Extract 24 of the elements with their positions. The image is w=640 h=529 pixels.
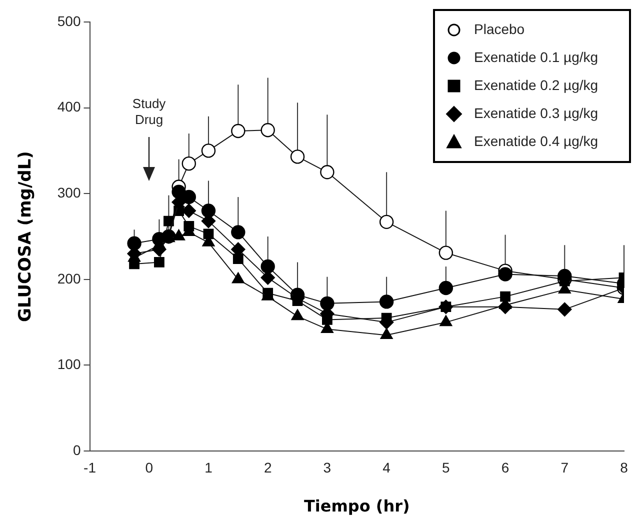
y-tick-label: 400 <box>57 98 81 115</box>
legend-label: Exenatide 0.4 µg/kg <box>474 132 598 149</box>
x-tick-label: 3 <box>323 459 332 476</box>
x-tick-label: 4 <box>382 459 391 476</box>
y-tick-label: 0 <box>72 442 81 458</box>
legend-label: Exenatide 0.2 µg/kg <box>474 76 598 93</box>
x-tick-label: 5 <box>442 459 450 476</box>
x-tick-label: 6 <box>501 459 510 476</box>
legend-label: Exenatide 0.3 µg/kg <box>474 104 598 121</box>
x-tick-label: 8 <box>620 459 628 476</box>
legend-label: Placebo <box>474 20 525 37</box>
x-tick-label: 7 <box>560 459 569 476</box>
annotation: Study Drug <box>132 96 166 128</box>
x-tick-label: 0 <box>145 459 154 476</box>
x-tick-label: -1 <box>84 459 96 476</box>
y-tick-label: 200 <box>57 270 81 286</box>
x-tick-label: 1 <box>204 459 213 476</box>
y-tick-label: 300 <box>57 184 81 200</box>
legend-label: Exenatide 0.1 µg/kg <box>474 48 598 65</box>
y-tick-label: 100 <box>57 356 81 372</box>
y-tick-label: 500 <box>57 12 81 29</box>
y-axis-title: GLUCOSA (mg/dL) <box>16 151 36 322</box>
x-axis-title: Tiempo (hr) <box>304 496 410 516</box>
x-tick-label: 2 <box>264 459 272 476</box>
